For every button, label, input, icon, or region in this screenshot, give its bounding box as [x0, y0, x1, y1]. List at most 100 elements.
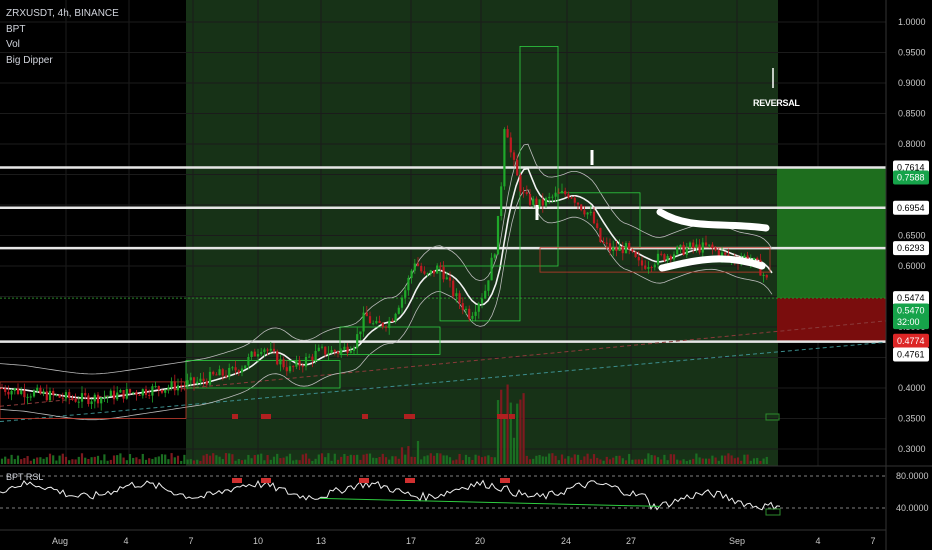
volume-bar [624, 460, 628, 464]
candle-body [148, 394, 151, 396]
candle-body [288, 366, 292, 372]
candle-body [538, 199, 541, 207]
volume-bar [679, 460, 682, 464]
candle-body [320, 346, 324, 348]
candle-body [132, 392, 135, 394]
x-tick-label: 7 [870, 536, 875, 546]
volume-bar [256, 454, 260, 464]
volume-bar [272, 456, 276, 464]
volume-bar [458, 453, 461, 464]
volume-bar [368, 453, 372, 464]
candle-body [439, 265, 442, 267]
candle-body [276, 351, 279, 365]
candle-body [100, 397, 103, 404]
volume-bar [58, 455, 61, 464]
candle-body [436, 265, 439, 274]
volume-bar [557, 460, 560, 464]
candle-body [349, 350, 352, 353]
volume-bar [106, 460, 109, 464]
upper-band-line [0, 143, 773, 375]
x-tick-label: 10 [253, 536, 263, 546]
y-tick-label: 0.9000 [898, 78, 926, 88]
volume-bar [439, 453, 442, 464]
candle-body [4, 388, 7, 392]
volume-bar [493, 457, 496, 464]
indicator-vol[interactable]: Vol [6, 39, 20, 50]
indicator-bpt[interactable]: BPT [6, 23, 26, 35]
indicator-big-dipper[interactable]: Big Dipper [6, 54, 53, 66]
candle-body [285, 367, 288, 372]
volume-bar [189, 459, 192, 464]
candle-body [480, 298, 484, 304]
candle-body [330, 350, 333, 354]
volume-bar [148, 458, 151, 464]
price-label-text: 0.4774 [897, 336, 925, 346]
volume-bar [448, 457, 452, 464]
volume-bar [87, 459, 90, 464]
volume-bar [45, 457, 48, 464]
volume-bar [400, 447, 404, 464]
candle-body [445, 277, 448, 280]
volume-bar [71, 459, 74, 464]
volume-bar [685, 460, 688, 464]
candle-body [615, 247, 618, 251]
candle-body [141, 389, 144, 396]
volume-bar [173, 457, 176, 464]
volume-bar [23, 458, 26, 464]
volume-bar [288, 453, 292, 464]
candle-body [583, 210, 586, 215]
volume-bar [423, 456, 426, 464]
reversal-annotation: REVERSAL [753, 98, 800, 108]
candle-body [647, 267, 650, 269]
candle-body [359, 331, 362, 335]
step-channel-box [539, 247, 771, 273]
candle-body [640, 260, 644, 266]
candle-body [144, 389, 148, 395]
candle-body [58, 394, 61, 398]
candle-body [151, 386, 154, 396]
candle-body [279, 359, 282, 365]
price-label-text: 0.5474 [897, 293, 925, 303]
candle-body [573, 197, 576, 203]
candle-body [176, 385, 180, 391]
candle-body [564, 190, 567, 195]
volume-bar [247, 454, 250, 464]
candle-body [557, 192, 560, 194]
candle-body [621, 246, 624, 254]
candle-body [295, 360, 298, 367]
volume-bar [375, 458, 378, 464]
volume-bar [740, 460, 743, 464]
candle-body [413, 263, 416, 271]
candle-body [407, 277, 410, 291]
candle-body [122, 390, 125, 399]
candle-body [487, 280, 490, 291]
volume-bar [698, 457, 701, 464]
candle-body [701, 242, 704, 253]
chart-legend: ZRXUSDT, 4h, BINANCE BPT Vol Big Dipper [6, 6, 119, 68]
volume-bar [663, 454, 666, 464]
volume-bar [237, 459, 240, 464]
volume-bar [157, 456, 160, 464]
candle-body [656, 253, 660, 265]
volume-bar [266, 455, 269, 464]
candle-body [720, 252, 724, 258]
candle-body [525, 192, 528, 194]
volume-bar [535, 455, 538, 464]
volume-bar [250, 458, 253, 464]
volume-bar [32, 458, 36, 464]
volume-bar [160, 454, 164, 464]
volume-bar [404, 454, 407, 464]
volume-bar [205, 453, 208, 464]
candle-body [336, 351, 340, 354]
candle-body [365, 312, 368, 317]
volume-bar [429, 453, 432, 464]
volume-bar [64, 456, 68, 464]
price-label-text: 0.7588 [897, 173, 925, 183]
volume-bar [496, 400, 500, 464]
volume-bar [301, 454, 304, 464]
volume-bar [733, 458, 736, 464]
candle-body [688, 242, 692, 248]
volume-bar [68, 460, 71, 464]
